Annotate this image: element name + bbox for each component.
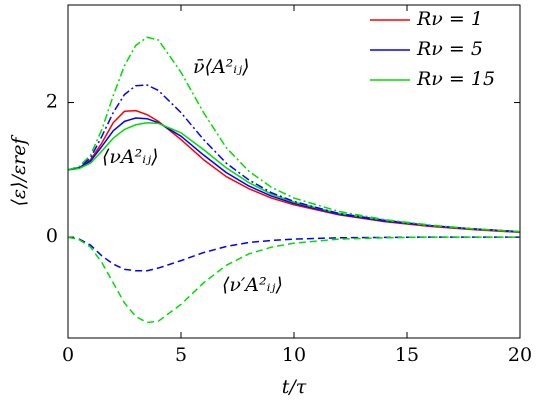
x-tick-label: 5	[175, 344, 187, 366]
line	[67, 117, 521, 233]
x-tick-label: 15	[395, 344, 419, 366]
x-tick-label: 0	[62, 344, 74, 366]
plot-frame	[67, 4, 521, 339]
legend-label: Rν = 5	[416, 38, 483, 60]
y-axis-label: ⟨ε⟩/εref	[8, 135, 30, 207]
line	[67, 236, 520, 324]
line	[67, 121, 521, 233]
legend-label: Rν = 1	[416, 8, 483, 30]
x-axis-label: t/τ	[282, 376, 307, 398]
line	[67, 36, 521, 233]
annotation: ⟨ν′A²ᵢⱼ⟩	[222, 274, 283, 296]
y-tick-label: 2	[46, 91, 58, 113]
legend-label: Rν = 15	[416, 68, 495, 90]
x-tick-label: 10	[282, 344, 306, 366]
x-tick-label: 20	[508, 344, 532, 366]
annotation: ν̄⟨A²ᵢⱼ⟩	[193, 56, 250, 78]
line	[67, 236, 520, 272]
y-tick-label: 0	[46, 225, 58, 247]
annotation: ⟨νA²ᵢⱼ⟩	[102, 146, 159, 168]
line	[67, 84, 521, 233]
line	[67, 109, 521, 234]
